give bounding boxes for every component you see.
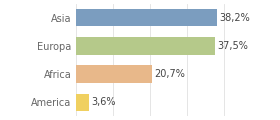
Text: 38,2%: 38,2% <box>220 12 250 23</box>
Bar <box>76 37 215 55</box>
Bar <box>76 65 152 83</box>
Bar <box>76 9 218 26</box>
Text: 37,5%: 37,5% <box>217 41 248 51</box>
Text: 20,7%: 20,7% <box>155 69 186 79</box>
Text: 3,6%: 3,6% <box>91 97 116 108</box>
Bar <box>76 94 89 111</box>
